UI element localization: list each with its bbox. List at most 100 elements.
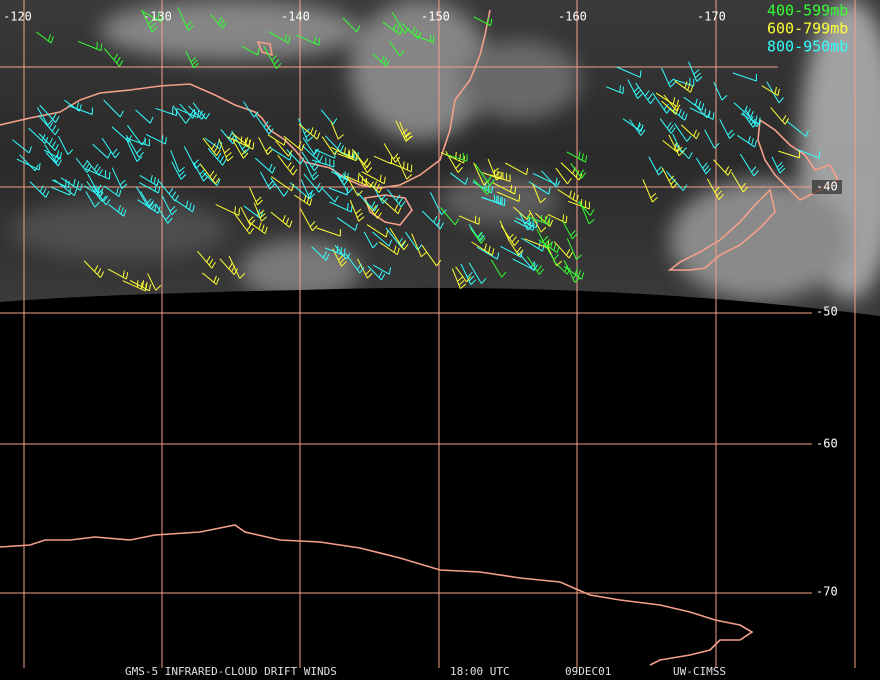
wind-barb [155, 107, 178, 116]
wind-barb [58, 135, 74, 155]
wind-barb [606, 85, 624, 94]
wind-barb [301, 151, 319, 172]
wind-barb [330, 120, 344, 140]
wind-barb [358, 172, 375, 188]
wind-barb [270, 177, 289, 197]
wind-barb [147, 273, 162, 291]
wind-barb [648, 156, 664, 176]
wind-barb [536, 228, 552, 249]
wind-barb [321, 187, 339, 203]
wind-barb [532, 183, 547, 204]
wind-barb [662, 140, 680, 153]
wind-barb [733, 102, 754, 118]
wind-barb [271, 176, 295, 192]
wind-barb [366, 224, 389, 238]
wind-barb [555, 167, 572, 185]
wind-barb [401, 22, 422, 39]
legend: 400-599mb 600-799mb 800-950mb [767, 2, 848, 56]
wind-barb [202, 137, 221, 156]
lat-label: -70 [816, 585, 838, 599]
wind-barb [395, 120, 412, 142]
wind-barb [520, 237, 545, 252]
wind-barb [286, 149, 305, 165]
wind-barb [145, 133, 167, 145]
wind-barb [695, 157, 711, 175]
wind-barb [136, 186, 154, 209]
wind-barb [541, 170, 561, 188]
wind-barbs [11, 7, 821, 292]
wind-barb [28, 127, 49, 144]
wind-barb [566, 238, 582, 260]
wind-barb [557, 189, 579, 203]
wind-barb [156, 204, 173, 224]
wind-barb [627, 79, 643, 99]
wind-barb [492, 182, 517, 195]
wind-barb [232, 140, 249, 159]
wind-barb [512, 258, 536, 271]
lon-label: -120 [3, 10, 32, 24]
lon-label: -140 [281, 10, 310, 24]
wind-barb [786, 121, 809, 137]
wind-barb [389, 161, 413, 173]
wind-barb [563, 265, 585, 280]
wind-barb [761, 85, 780, 97]
wind-barb [329, 201, 353, 213]
wind-barb [411, 233, 427, 258]
wind-barb [254, 114, 274, 135]
wind-barb [302, 137, 319, 155]
wind-barb [383, 143, 401, 163]
wind-barb [526, 256, 544, 275]
wind-barb [440, 151, 465, 164]
wind-barb [16, 158, 41, 171]
legend-entry: 400-599mb [767, 2, 848, 20]
wind-barb [379, 197, 402, 215]
wind-barb [177, 7, 194, 31]
wind-barb [185, 51, 200, 69]
wind-barb [60, 177, 83, 191]
wind-barb [38, 133, 59, 151]
wind-barb [372, 231, 393, 247]
wind-barb [472, 181, 494, 194]
wind-barb [174, 199, 195, 213]
wind-barb [247, 220, 268, 235]
wind-barb [125, 138, 143, 162]
wind-barb [396, 156, 413, 180]
wind-barb [391, 12, 410, 34]
footer: GMS-5 INFRARED-CLOUD DRIFT WINDS 18:00 U… [125, 665, 726, 678]
wind-barb [661, 167, 678, 189]
wind-barb [202, 272, 220, 285]
wind-barb [416, 34, 435, 44]
wind-barb [739, 153, 759, 177]
wind-barb [526, 214, 550, 226]
wind-barb [449, 172, 469, 185]
wind-barb [451, 268, 467, 289]
wind-barb [440, 207, 460, 226]
wind-barb [567, 199, 590, 210]
wind-barb [622, 118, 644, 132]
wind-barb [373, 155, 393, 165]
wind-barb [713, 81, 728, 101]
wind-barb [455, 266, 472, 283]
wind-barb [103, 48, 124, 67]
wind-barb [268, 31, 291, 44]
wind-barb [382, 21, 403, 36]
wind-barb [578, 201, 595, 216]
wind-barb [499, 220, 514, 240]
wind-barb [218, 138, 234, 162]
wind-barb [674, 143, 693, 160]
wind-barb [513, 206, 531, 220]
wind-barb [85, 191, 100, 208]
wind-barb [103, 99, 124, 118]
wind-barb [29, 181, 50, 198]
wind-barb [43, 149, 62, 160]
wind-barb [254, 157, 276, 174]
wind-barb [481, 194, 503, 205]
wind-barb [38, 115, 60, 136]
wind-barb [283, 135, 305, 151]
wind-barb [253, 202, 268, 222]
wind-barb [336, 217, 358, 231]
wind-barb [311, 246, 330, 261]
wind-barb [379, 241, 400, 256]
wind-barb [707, 178, 724, 200]
